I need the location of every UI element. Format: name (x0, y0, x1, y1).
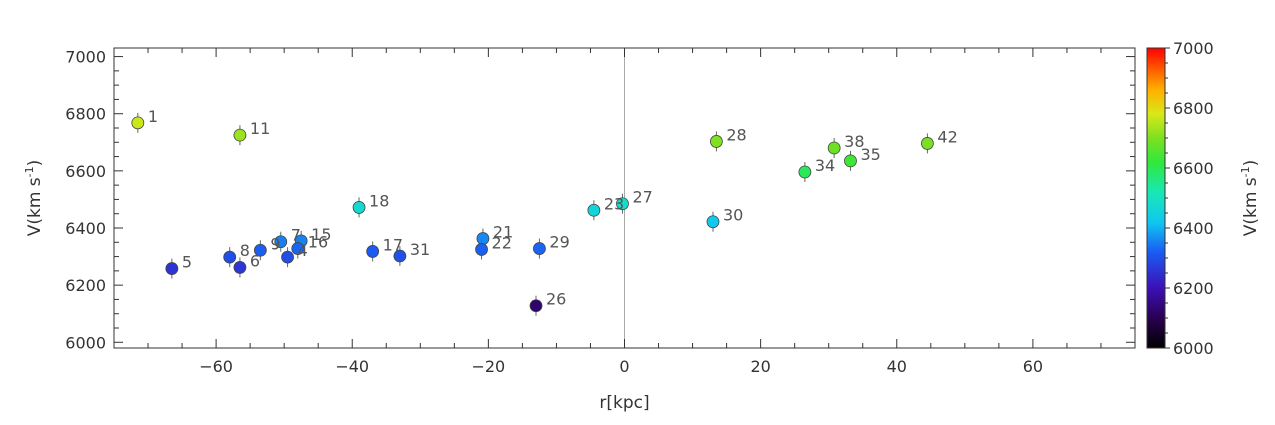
data-point-label: 38 (844, 132, 864, 151)
data-point (366, 245, 380, 258)
data-point (533, 242, 546, 255)
x-tick-label: −20 (471, 357, 505, 376)
x-tick-label: −40 (335, 357, 369, 376)
data-point-label: 31 (410, 240, 430, 259)
data-point-label: 18 (369, 191, 389, 210)
data-point-label: 15 (311, 225, 331, 244)
colorbar-tick-label: 6200 (1173, 279, 1214, 298)
data-point-label: 42 (937, 127, 957, 146)
data-point-label: 35 (860, 145, 880, 164)
data-point (920, 137, 934, 150)
data-point (706, 215, 720, 229)
data-point-label: 4 (298, 241, 308, 260)
data-point (253, 243, 267, 257)
data-point (827, 141, 841, 155)
x-tick-label: 20 (750, 357, 770, 376)
data-point (352, 201, 366, 214)
y-tick-label: 7000 (65, 48, 106, 67)
data-point-label: 1 (148, 107, 158, 126)
y-tick-label: 6400 (65, 219, 106, 238)
data-point-label: 11 (250, 119, 270, 138)
data-point (475, 243, 488, 256)
data-point-label: 5 (182, 253, 192, 272)
x-tick-label: −60 (199, 357, 233, 376)
data-point (616, 197, 629, 211)
data-point (223, 250, 237, 264)
data-point-label: 23 (604, 194, 624, 213)
data-point (274, 235, 288, 249)
data-point (233, 128, 247, 142)
y-axis-title: V(km s-1) (23, 160, 45, 237)
x-axis-title: r[kpc] (599, 393, 649, 413)
data-point-label: 17 (383, 235, 403, 254)
data-point-label: 8 (240, 241, 250, 260)
data-point-label: 9 (270, 234, 280, 253)
data-point (798, 165, 812, 179)
colorbar-tick-label: 6800 (1173, 99, 1214, 118)
data-point-label: 22 (492, 233, 512, 252)
colorbar-title: V(km s-1) (1239, 160, 1261, 237)
data-point-label: 28 (726, 125, 746, 144)
y-axis-ticks: 6000 6200 6400 6600 6800 7000 (65, 48, 1135, 352)
data-point (233, 261, 247, 274)
colorbar-tick-label: 6000 (1173, 339, 1214, 358)
data-points (131, 112, 934, 316)
data-point-label: 7 (291, 226, 301, 245)
colorbar-tick-label: 6600 (1173, 159, 1214, 178)
data-point (476, 232, 490, 245)
data-point-label: 27 (632, 188, 652, 207)
data-point (281, 250, 294, 264)
x-axis-ticks: −60 −40 −20 0 20 40 60 (147, 48, 1102, 376)
data-point (844, 154, 857, 168)
data-point-label: 34 (815, 156, 835, 175)
data-point (709, 135, 723, 148)
x-tick-label: 40 (887, 357, 907, 376)
data-point (165, 262, 179, 275)
data-point (131, 116, 145, 130)
y-tick-label: 6600 (65, 162, 106, 181)
colorbar-tick-label: 6400 (1173, 219, 1214, 238)
colorbar-ticks: 6000 6200 6400 6600 6800 7000 (1165, 39, 1214, 358)
data-point (393, 249, 407, 263)
y-tick-label: 6800 (65, 105, 106, 124)
data-point-label: 16 (308, 233, 328, 252)
data-point-label: 30 (723, 206, 743, 225)
data-point-label: 6 (250, 251, 260, 270)
data-point-label: 26 (546, 290, 566, 309)
data-point-label: 21 (493, 223, 513, 242)
y-tick-label: 6000 (65, 333, 106, 352)
y-tick-label: 6200 (65, 276, 106, 295)
data-point (587, 203, 601, 217)
colorbar: 6000 6200 6400 6600 6800 7000 V(km s-1) (1146, 39, 1261, 358)
colorbar-tick-label: 7000 (1173, 39, 1214, 58)
data-point (291, 242, 305, 255)
data-point (529, 299, 543, 313)
x-tick-label: 0 (619, 357, 629, 376)
data-point-label: 29 (549, 233, 569, 252)
x-tick-label: 60 (1023, 357, 1043, 376)
colorbar-gradient (1146, 47, 1166, 349)
